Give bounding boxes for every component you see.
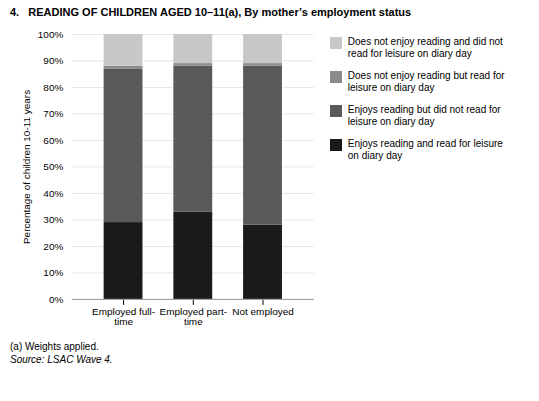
svg-text:80%: 80% <box>43 82 63 93</box>
html-text:Enjoys reading but did not rea: Enjoys reading but did not read for leis… <box>347 104 501 127</box>
html-text:(a) Weights applied.: (a) Weights applied. <box>10 340 99 352</box>
html-text:4. READING OF CHILDREN AGED 10: 4. READING OF CHILDREN AGED 10–11(a), By… <box>10 6 412 18</box>
svg-text:Percentage of children 10-11 y: Percentage of children 10-11 years <box>21 90 32 244</box>
svg-text:100%: 100% <box>38 29 64 40</box>
html-text:Does not enjoy reading and did: Does not enjoy reading and did not read … <box>347 36 503 59</box>
html-text:Enjoys reading and read for le: Enjoys reading and read for leisure on d… <box>347 138 503 161</box>
svg-text:Employed full-time: Employed full-time <box>92 306 155 327</box>
svg-text:0%: 0% <box>49 294 64 305</box>
svg-text:Employed part-time: Employed part-time <box>160 306 228 327</box>
svg-text:60%: 60% <box>43 135 63 146</box>
svg-text:90%: 90% <box>43 55 63 66</box>
svg-text:20%: 20% <box>43 241 63 252</box>
svg-text:30%: 30% <box>43 214 63 225</box>
svg-text:70%: 70% <box>43 108 63 119</box>
svg-text:10%: 10% <box>43 267 63 278</box>
svg-text:Not employed: Not employed <box>232 306 293 317</box>
html-text:Source: LSAC Wave 4.: Source: LSAC Wave 4. <box>10 353 113 365</box>
svg-text:40%: 40% <box>43 188 63 199</box>
html-text:Does not enjoy reading but rea: Does not enjoy reading but read for leis… <box>347 70 505 93</box>
svg-text:50%: 50% <box>43 161 63 172</box>
